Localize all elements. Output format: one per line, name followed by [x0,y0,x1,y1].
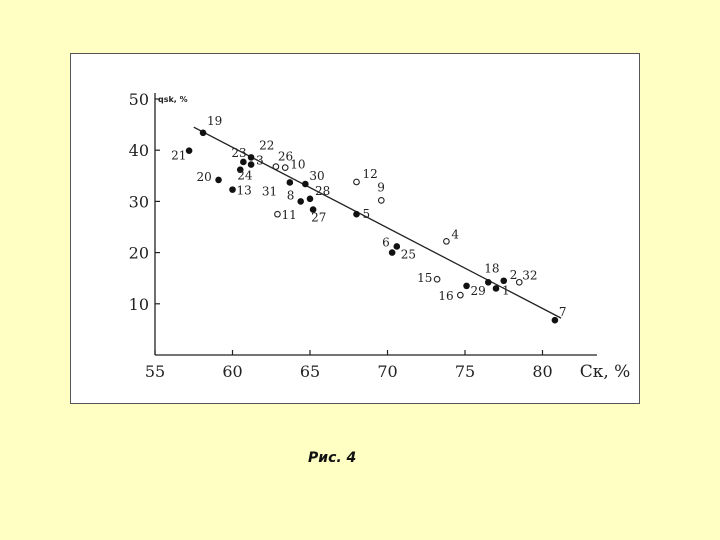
data-point-filled [306,195,314,203]
point-label: 25 [401,247,416,261]
x-tick-label: 80 [532,362,552,381]
data-point-open [281,164,289,171]
point-label: 3 [256,154,264,168]
point-label: 2 [510,268,518,282]
data-point-filled [302,180,309,188]
y-tick-label: 20 [129,244,149,263]
point-label: 8 [287,188,295,202]
point-label: 29 [471,284,486,298]
figure-caption: Рис. 4 [308,450,357,466]
data-point-open [457,291,464,299]
data-point-filled [500,277,508,285]
data-point-filled [492,285,500,292]
x-tick-label: 65 [300,362,320,381]
x-tick-label: 75 [455,362,475,381]
x-tick-label: 60 [222,362,242,381]
point-label: 28 [315,184,330,198]
y-tick-label: 10 [129,295,149,314]
point-label: 15 [417,271,432,285]
point-label: 21 [171,149,186,163]
data-point-filled [286,179,294,186]
point-label: 13 [237,184,252,198]
point-label: 26 [278,150,293,164]
point-label: 7 [559,305,567,319]
point-label: 24 [237,169,253,183]
y-axis-label: qsk, % [158,95,188,104]
point-label: 6 [382,236,390,250]
data-point-filled [215,176,222,184]
point-label: 30 [309,169,324,183]
y-tick-label: 50 [129,90,149,109]
data-point-filled [236,166,244,173]
data-point-filled [185,147,193,155]
data-point-filled [240,158,247,166]
point-label: 12 [363,167,378,181]
x-axis-label: Cк, % [580,362,631,382]
y-tick-label: 40 [129,141,149,160]
point-label: 5 [363,207,371,221]
data-point-filled [388,249,396,256]
data-point-open [433,275,441,283]
data-point-open [353,178,360,186]
chart-frame [70,53,640,404]
point-label: 9 [377,180,385,194]
data-point-filled [309,206,317,213]
point-label: 32 [522,268,537,282]
data-point-filled [463,282,470,290]
x-tick-label: 55 [145,362,165,381]
data-point-filled [551,316,559,324]
data-point-filled [484,278,492,286]
x-tick-label: 70 [377,362,397,381]
point-label: 10 [290,158,305,172]
point-label: 18 [484,261,499,275]
trendline [193,126,562,319]
data-point-filled [297,198,305,205]
data-point-open [274,210,281,218]
point-label: 4 [451,227,459,241]
data-point-open [443,237,450,245]
point-label: 16 [438,289,453,303]
y-tick-label: 30 [129,192,149,211]
point-label: 22 [259,138,274,152]
data-point-open [515,278,523,286]
point-label: 23 [231,146,246,160]
point-label: 31 [262,184,277,198]
point-label: 11 [281,208,296,222]
data-point-filled [247,161,255,168]
data-point-open [377,197,385,204]
data-point-filled [229,186,236,193]
data-point-filled [353,210,360,218]
point-label: 27 [311,211,326,225]
point-label: 1 [502,283,510,297]
point-label: 19 [207,114,222,128]
point-label: 20 [197,170,212,184]
data-point-filled [393,243,401,250]
data-point-filled [199,129,207,137]
data-point-open [272,163,280,170]
data-point-filled [247,154,255,161]
